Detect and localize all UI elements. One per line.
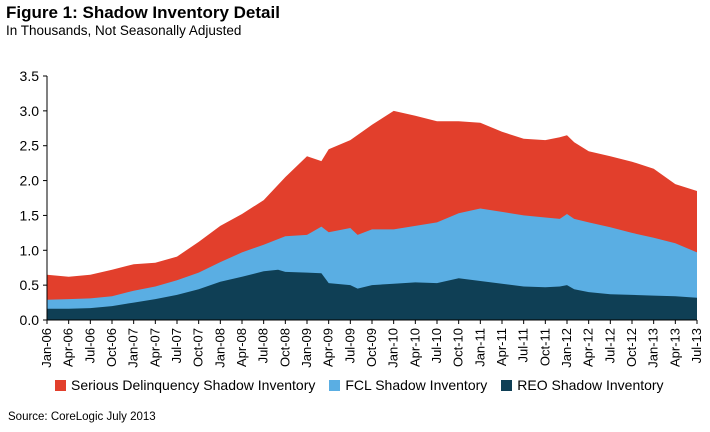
legend-item-serious-delinquency: Serious Delinquency Shadow Inventory [55, 377, 315, 393]
x-tick-label: Oct-09 [364, 328, 379, 367]
legend: Serious Delinquency Shadow Inventory FCL… [55, 377, 678, 393]
x-axis: Jan-06 Apr-06 Jul-06 Oct-06 Jan-07 Apr-07 Jul-… [39, 319, 704, 368]
x-tick-label: Apr-06 [61, 328, 76, 367]
legend-item-fcl: FCL Shadow Inventory [329, 377, 487, 393]
y-tick-label: 0.0 [20, 312, 40, 328]
x-tick-label: Apr-11 [494, 328, 509, 366]
x-tick-label: Jan-12 [559, 328, 574, 368]
x-tick-label: Jan-07 [126, 328, 141, 368]
x-tick-label: Oct-08 [277, 328, 292, 367]
x-tick-label: Jul-12 [602, 328, 617, 363]
x-tick-label: Apr-12 [581, 328, 596, 367]
x-tick-label: Jan-13 [646, 328, 661, 368]
chart-title: Figure 1: Shadow Inventory Detail [6, 3, 280, 22]
x-tick-label: Jul-08 [256, 328, 271, 363]
x-tick-label: Jul-09 [342, 328, 357, 363]
area-layers [47, 110, 697, 321]
x-tick-label: Oct-07 [191, 328, 206, 367]
x-tick-label: Jul-10 [429, 328, 444, 363]
area-reo-shadow-inventory [47, 269, 697, 320]
x-tick-label: Jan-09 [299, 328, 314, 368]
legend-swatch-fcl [329, 379, 341, 391]
x-tick-label: Apr-07 [147, 328, 162, 367]
x-tick-label: Apr-10 [407, 328, 422, 367]
x-tick-label: Jan-06 [39, 328, 54, 368]
y-axis: 0.0 0.5 1.0 1.5 2.0 2.5 3.0 3.5 [20, 68, 48, 328]
x-tick-label: Jan-08 [212, 328, 227, 368]
x-tick-label: Apr-09 [321, 328, 336, 367]
legend-label-serious-delinquency: Serious Delinquency Shadow Inventory [71, 377, 316, 393]
x-tick-label: Jul-06 [82, 328, 97, 363]
legend-swatch-serious-delinquency [55, 379, 66, 391]
y-tick-label: 0.5 [20, 277, 40, 293]
x-tick-label: Jul-13 [689, 328, 704, 363]
y-tick-label: 2.0 [20, 173, 40, 189]
legend-label-fcl: FCL Shadow Inventory [345, 377, 488, 393]
source-note: Source: CoreLogic July 2013 [8, 411, 156, 423]
x-tick-label: Oct-06 [104, 328, 119, 367]
legend-swatch-reo [501, 379, 513, 391]
x-tick-label: Jul-11 [516, 328, 531, 362]
y-tick-label: 2.5 [20, 138, 40, 154]
x-tick-label: Apr-13 [667, 328, 682, 367]
y-tick-label: 3.5 [20, 68, 40, 84]
x-tick-label: Jul-07 [169, 328, 184, 363]
x-tick-label: Oct-11 [537, 328, 552, 366]
legend-label-reo: REO Shadow Inventory [517, 377, 664, 393]
x-tick-label: Apr-08 [234, 328, 249, 367]
x-tick-label: Oct-10 [451, 328, 466, 367]
x-tick-label: Jan-10 [386, 328, 401, 368]
y-tick-label: 1.0 [20, 242, 40, 258]
x-tick-label: Jan-11 [472, 328, 487, 367]
chart-subtitle: In Thousands, Not Seasonally Adjusted [6, 23, 242, 38]
legend-item-reo: REO Shadow Inventory [501, 377, 664, 393]
y-tick-label: 3.0 [20, 103, 40, 119]
x-tick-label: Oct-12 [624, 328, 639, 367]
y-tick-label: 1.5 [20, 207, 40, 223]
